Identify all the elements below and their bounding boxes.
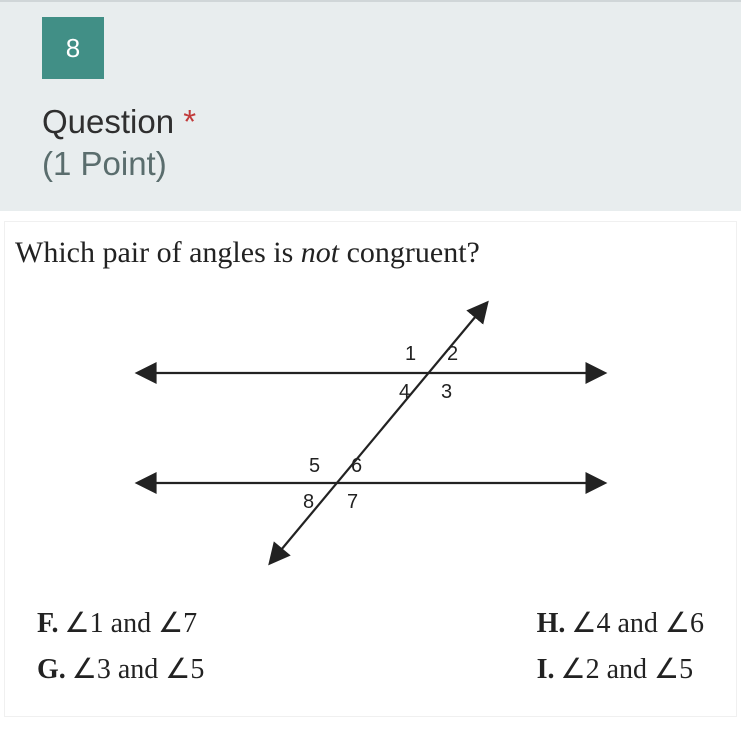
choice-h[interactable]: H.∠4 and ∠6: [537, 606, 704, 640]
points-text: (1 Point): [42, 145, 741, 183]
angle-label-4: 4: [399, 381, 410, 403]
prompt-before: Which pair of angles is: [15, 236, 301, 269]
angle-label-7: 7: [347, 491, 358, 513]
choice-i-label: I.: [537, 654, 555, 685]
angle-label-6: 6: [351, 455, 362, 477]
angle-label-5: 5: [309, 455, 320, 477]
prompt-after: congruent?: [339, 236, 480, 269]
question-content: Which pair of angles is not congruent? 1…: [4, 221, 737, 717]
angles-diagram: 1 2 3 4 5 6 7 8: [121, 288, 621, 578]
choice-f-text: ∠1 and ∠7: [65, 608, 198, 639]
angle-label-8: 8: [303, 491, 314, 513]
question-number-badge: 8: [42, 17, 104, 79]
question-number: 8: [66, 33, 80, 64]
choice-i[interactable]: I.∠2 and ∠5: [537, 652, 704, 686]
choice-g-label: G.: [37, 654, 66, 685]
angle-label-3: 3: [441, 381, 452, 403]
question-prompt: Which pair of angles is not congruent?: [13, 236, 728, 270]
choice-g[interactable]: G.∠3 and ∠5: [37, 652, 204, 686]
answer-choices: F.∠1 and ∠7 G.∠3 and ∠5 H.∠4 and ∠6 I.∠2…: [13, 606, 728, 686]
question-title-line: Question *: [42, 103, 741, 141]
angle-label-2: 2: [447, 343, 458, 365]
choice-f-label: F.: [37, 608, 59, 639]
choice-h-label: H.: [537, 608, 566, 639]
question-header: 8 Question * (1 Point): [0, 0, 741, 211]
choices-right-column: H.∠4 and ∠6 I.∠2 and ∠5: [537, 606, 704, 686]
prompt-italic: not: [301, 236, 339, 269]
choice-f[interactable]: F.∠1 and ∠7: [37, 606, 204, 640]
choice-i-text: ∠2 and ∠5: [560, 654, 693, 685]
choices-left-column: F.∠1 and ∠7 G.∠3 and ∠5: [37, 606, 204, 686]
angle-label-1: 1: [405, 343, 416, 365]
choice-g-text: ∠3 and ∠5: [72, 654, 205, 685]
choice-h-text: ∠4 and ∠6: [571, 608, 704, 639]
required-asterisk: *: [183, 103, 196, 140]
diagram-container: 1 2 3 4 5 6 7 8: [13, 288, 728, 578]
question-label: Question: [42, 103, 174, 140]
